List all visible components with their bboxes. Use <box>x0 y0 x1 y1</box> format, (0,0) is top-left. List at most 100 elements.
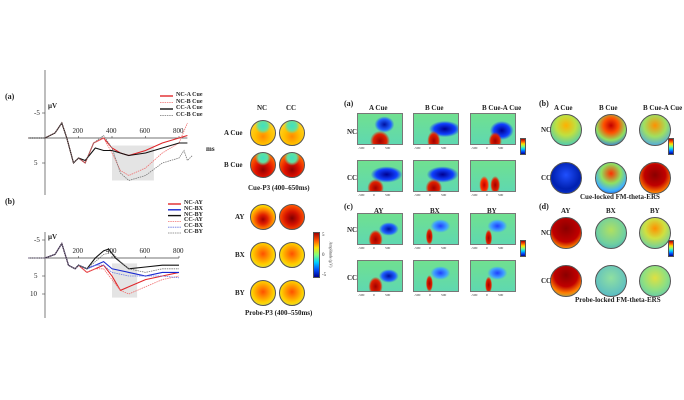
tf-x-tick: -500 <box>471 246 478 250</box>
topo-row-label: BY <box>235 289 245 297</box>
tf-colorbar-c <box>520 240 526 257</box>
panel-label-rc: (c) <box>344 202 353 211</box>
topo-col-header: NC <box>257 104 268 112</box>
topo-right <box>595 217 627 249</box>
legend-entry: NC-BX <box>184 205 203 212</box>
topo-right <box>639 217 671 249</box>
cbar-label: Amplitude (µV) <box>328 241 334 268</box>
tf-x-tick: 500 <box>441 146 447 150</box>
tf-plot <box>357 160 403 192</box>
tf-x-tick: 0 <box>373 193 375 197</box>
topo-colorbar-d <box>668 240 674 257</box>
x-tick-label: 600 <box>139 247 151 255</box>
legend-entry: CC-B Cue <box>176 111 203 118</box>
topo-caption-a: Cue-P3 (400–650ms) <box>248 184 310 192</box>
topo-row-label: NC <box>541 229 552 237</box>
y-tick-label: -5 <box>34 109 40 117</box>
tf-x-tick: 0 <box>429 246 431 250</box>
a-ylabel: µV <box>48 102 58 110</box>
tf-plot <box>413 213 459 245</box>
tf-x-tick: -500 <box>358 246 365 250</box>
tf-col-title: B Cue-A Cue <box>482 104 522 112</box>
y-tick-label: 5 <box>34 272 38 280</box>
tf-x-tick: -500 <box>414 193 421 197</box>
topo-col-title: AY <box>561 207 571 215</box>
x-tick-label: 200 <box>72 247 84 255</box>
topo-col-title: B Cue <box>599 104 618 112</box>
tf-row-label: NC <box>347 128 358 136</box>
topo-col-title: B Cue-A Cue <box>643 104 683 112</box>
topo-col-title: BY <box>650 207 660 215</box>
topo-nc <box>250 280 276 306</box>
tf-plot <box>413 113 459 145</box>
tf-x-tick: -500 <box>414 146 421 150</box>
tf-x-tick: 0 <box>429 293 431 297</box>
tf-plot <box>357 113 403 145</box>
tf-x-tick: -500 <box>471 146 478 150</box>
panel-label-b: (b) <box>5 197 15 206</box>
topo-right <box>550 162 582 194</box>
topo-row-label: BX <box>235 251 245 259</box>
tf-plot <box>470 213 516 245</box>
tf-x-tick: 0 <box>486 246 488 250</box>
legend-entry: CC-AY <box>184 217 203 224</box>
tf-plot <box>470 260 516 292</box>
topo-col-header: CC <box>286 104 297 112</box>
tf-x-tick: 0 <box>373 293 375 297</box>
topo-row-label: AY <box>235 213 245 221</box>
topo-nc <box>250 242 276 268</box>
topo-right <box>595 162 627 194</box>
panel-label-rb: (b) <box>539 99 549 108</box>
tf-x-tick: 500 <box>385 293 391 297</box>
shaded-window <box>112 145 154 181</box>
legend-entry: NC-A Cue <box>176 92 203 98</box>
panel-label-rd: (d) <box>539 202 549 211</box>
tf-x-tick: -500 <box>358 193 365 197</box>
tf-x-tick: 500 <box>385 146 391 150</box>
tf-x-tick: -500 <box>358 146 365 150</box>
tf-col-title: AY <box>374 207 384 215</box>
tf-x-tick: 0 <box>373 246 375 250</box>
topo-nc-b-cue <box>250 152 276 178</box>
tf-x-tick: -500 <box>414 246 421 250</box>
series-line-NC-BX <box>28 242 179 277</box>
tf-x-tick: 500 <box>441 293 447 297</box>
tf-colorbar-a <box>520 138 526 155</box>
tf-x-tick: -500 <box>358 293 365 297</box>
topo-colorbar-b <box>668 138 674 155</box>
series-line-CC-A Cue <box>28 121 188 165</box>
x-tick-label: 400 <box>106 247 117 255</box>
legend-entry: NC-B Cue <box>176 98 203 105</box>
topo-cc-a-cue <box>279 120 305 146</box>
series-line-CC-BY <box>28 242 179 273</box>
tf-x-tick: 0 <box>486 146 488 150</box>
x-tick-label: 800 <box>173 127 184 135</box>
tf-x-tick: -500 <box>471 293 478 297</box>
tf-x-tick: 500 <box>498 193 504 197</box>
tf-plot <box>357 260 403 292</box>
amplitude-colorbar <box>313 232 320 278</box>
tf-row-label: CC <box>347 274 358 282</box>
a-xlabel: ms <box>206 145 215 153</box>
legend-entry: CC-A Cue <box>176 105 203 111</box>
tf-col-title: A Cue <box>369 104 388 112</box>
topo-right <box>550 114 582 146</box>
tf-row-label: CC <box>347 174 358 182</box>
topo-cc-b-cue <box>279 152 305 178</box>
topo-nc-ay <box>250 204 276 230</box>
x-tick-label: 600 <box>139 127 151 135</box>
legend-entry: CC-BY <box>184 229 203 235</box>
topo-cc-ay <box>279 204 305 230</box>
topo-right <box>550 265 582 297</box>
topo-caption-probe: Probe-locked FM-theta-ERS <box>575 296 661 304</box>
topo-col-title: A Cue <box>554 104 573 112</box>
legend-entry: NC-AY <box>184 200 203 206</box>
y-tick-label: -5 <box>34 236 40 244</box>
x-tick-label: 200 <box>72 127 84 135</box>
tf-plot <box>470 113 516 145</box>
topo-caption-b: Probe-P3 (400–550ms) <box>245 309 313 317</box>
tf-row-label: NC <box>347 226 358 234</box>
tf-x-tick: 500 <box>498 146 504 150</box>
tf-x-tick: 0 <box>373 146 375 150</box>
